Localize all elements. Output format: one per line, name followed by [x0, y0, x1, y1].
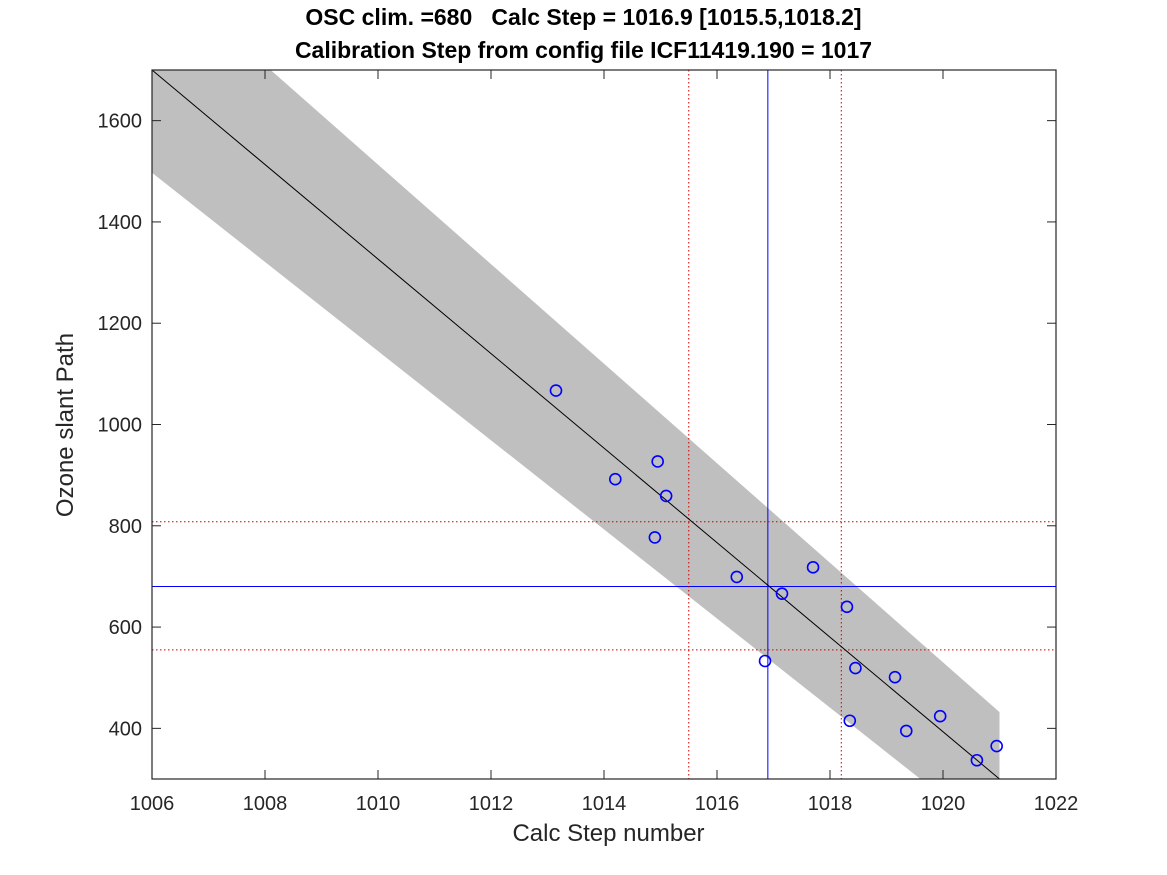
x-tick-label: 1012 — [469, 793, 514, 815]
y-tick-label: 400 — [109, 718, 142, 740]
data-point — [758, 654, 772, 668]
x-tick-label: 1010 — [356, 793, 401, 815]
x-axis-label: Calc Step number — [512, 820, 705, 847]
y-tick-label: 600 — [109, 617, 142, 639]
data-point — [659, 489, 673, 503]
y-axis-label: Ozone slant Path — [52, 332, 79, 518]
data-point — [990, 739, 1003, 753]
data-point — [648, 531, 662, 544]
fit-line — [152, 70, 1000, 779]
plot-area — [152, 70, 1056, 779]
data-point — [933, 709, 947, 723]
y-tick-label: 1600 — [98, 111, 143, 133]
data-point — [730, 570, 744, 584]
data-point — [899, 724, 913, 738]
x-tick-label: 1008 — [243, 793, 288, 815]
x-tick-label: 1016 — [695, 793, 740, 815]
chart-title: OSC clim. =680 Calc Step = 1016.9 [1015.… — [305, 4, 862, 30]
x-tick-label: 1006 — [130, 793, 175, 815]
data-point — [888, 670, 902, 684]
x-tick-label: 1014 — [582, 793, 627, 815]
x-tick-label: 1018 — [808, 793, 853, 815]
data-point — [970, 753, 984, 767]
y-tick-label: 1000 — [98, 415, 143, 437]
data-point — [775, 587, 789, 600]
data-point — [806, 561, 820, 574]
data-point — [849, 661, 862, 675]
data-point — [549, 384, 563, 397]
y-tick-label: 800 — [109, 516, 142, 538]
data-point — [840, 600, 854, 614]
chart-subtitle: Calibration Step from config file ICF114… — [294, 37, 873, 63]
data-point — [651, 455, 664, 468]
data-point — [843, 714, 857, 728]
x-tick-label: 1022 — [1034, 793, 1079, 815]
data-point — [608, 472, 622, 486]
y-tick-label: 1400 — [98, 212, 143, 234]
x-tick-label: 1020 — [921, 793, 966, 815]
y-tick-label: 1200 — [98, 313, 143, 335]
